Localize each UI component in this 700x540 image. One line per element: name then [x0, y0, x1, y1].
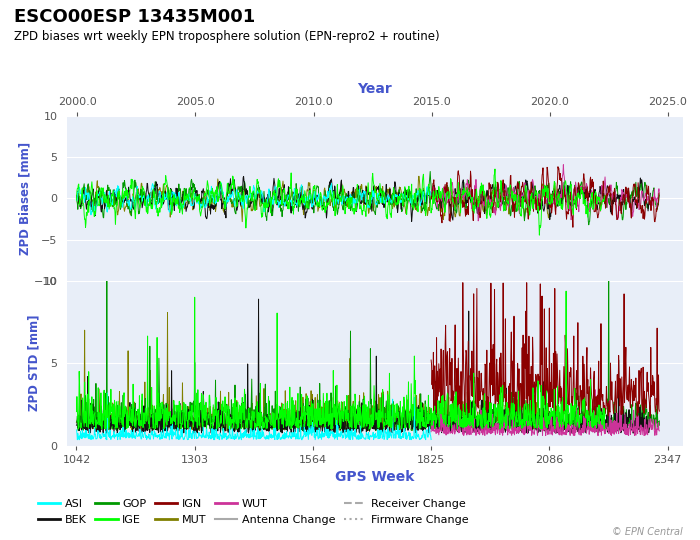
Legend: ASI, BEK, GOP, IGE, IGN, MUT, WUT, Antenna Change, Receiver Change, Firmware Cha: ASI, BEK, GOP, IGE, IGN, MUT, WUT, Anten…: [34, 495, 473, 529]
Text: © EPN Central: © EPN Central: [612, 527, 682, 537]
Text: ZPD biases wrt weekly EPN troposphere solution (EPN-repro2 + routine): ZPD biases wrt weekly EPN troposphere so…: [14, 30, 440, 43]
Text: ESCO00ESP 13435M001: ESCO00ESP 13435M001: [14, 8, 255, 26]
X-axis label: Year: Year: [357, 82, 392, 96]
X-axis label: GPS Week: GPS Week: [335, 470, 414, 484]
Y-axis label: ZPD STD [mm]: ZPD STD [mm]: [28, 315, 41, 411]
Y-axis label: ZPD Biases [mm]: ZPD Biases [mm]: [18, 142, 32, 255]
